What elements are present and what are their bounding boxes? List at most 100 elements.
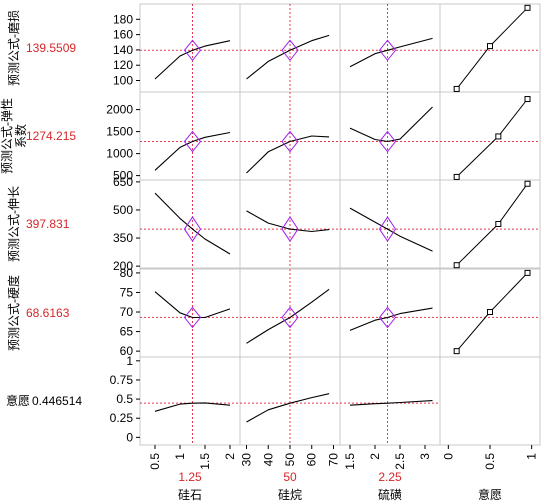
factor-current-value: 2.25 [378,470,402,484]
x-tick-label: 2 [223,453,237,460]
row-current-value: 0.446514 [32,394,82,408]
x-tick-label: 30 [240,453,254,467]
y-tick-label: 70 [120,305,134,319]
y-tick-label: 0.5 [116,392,133,406]
y-tick-label: 2000 [106,103,133,117]
profile-cell [439,179,541,269]
y-tick-label: 500 [113,203,133,217]
row-label: 预测公式-硬度 [6,275,21,351]
y-tick-label: 0.75 [110,373,134,387]
confidence-diamond [183,216,202,242]
x-tick-label: 2.5 [393,453,407,470]
confidence-diamond [281,216,299,242]
row-current-value: 68.6163 [26,306,70,320]
y-tick-label: 0 [126,430,133,444]
x-tick-label: 1 [525,453,539,460]
desirability-handle[interactable] [487,43,493,50]
row-label: 预测公式-弹性 [0,98,14,174]
factor-name: 硅石 [178,488,202,502]
profile-curve [246,210,330,233]
desirability-handle[interactable] [524,269,531,276]
x-tick-label: 2 [368,453,382,460]
profile-curve [246,393,330,423]
profile-curve [349,207,433,252]
x-tick-label: 3 [418,453,432,460]
profile-curve [154,402,231,412]
y-tick-label: 180 [113,12,133,26]
profile-cell [339,268,441,358]
profile-curve [246,135,330,174]
confidence-diamond [183,306,202,329]
y-tick-label: 1500 [106,125,133,139]
profile-cell [439,356,541,446]
x-tick-label: 0.5 [483,453,497,470]
row-label: 意愿 [6,393,30,408]
y-tick-label: 1 [126,354,133,368]
y-tick-label: 1000 [106,147,133,161]
x-tick-label: 40 [261,453,275,467]
profile-cell [139,356,241,446]
y-tick-label: 500 [113,169,133,183]
confidence-diamond [281,306,299,329]
profile-curve [154,40,231,80]
profile-curve [349,307,433,331]
row-current-value: 397.831 [26,217,70,231]
profile-curve [154,192,231,255]
y-tick-label: 75 [120,285,134,299]
row-current-value: 139.5509 [26,41,76,55]
desirability-handle[interactable] [524,4,531,11]
y-tick-label: 60 [120,344,134,358]
desirability-handle[interactable] [495,221,502,227]
confidence-diamond [183,130,202,153]
profile-cell [139,268,241,358]
x-tick-label: 0 [441,453,455,460]
row-label: 系数 [13,124,28,148]
y-tick-label: 65 [120,325,134,339]
confidence-diamond [183,39,202,62]
y-tick-label: 120 [113,58,133,72]
profile-cell [339,3,441,93]
y-tick-label: 0.25 [110,411,134,425]
x-tick-label: 1.5 [343,453,357,470]
confidence-diamond [378,130,397,153]
desirability-handle[interactable] [524,180,531,187]
confidence-diamond [378,216,397,242]
confidence-diamond [281,130,299,153]
desirability-handle[interactable] [453,262,460,269]
y-tick-label: 140 [113,43,133,57]
profile-curve [349,37,433,68]
profile-curve [349,106,433,143]
y-tick-label: 160 [113,28,133,42]
desirability-handle[interactable] [453,85,460,92]
desirability-handle[interactable] [495,133,502,140]
confidence-diamond [378,306,397,329]
profile-cell [439,91,541,181]
desirability-handle[interactable] [453,348,460,355]
profile-curve [246,34,330,80]
y-tick-label: 650 [113,175,133,189]
x-tick-label: 70 [326,453,340,467]
y-tick-label: 100 [113,74,133,88]
x-tick-label: 1 [173,453,187,460]
y-tick-label: 80 [120,266,134,280]
confidence-diamond [378,39,397,62]
desirability-handle[interactable] [524,96,531,103]
desirability-handle[interactable] [487,309,493,316]
profile-curve [349,400,433,406]
confidence-diamond [281,39,299,62]
profile-cell [339,91,441,181]
x-tick-label: 60 [305,453,319,467]
row-label: 预测公式-伸长 [7,186,21,262]
factor-current-value: 50 [283,470,297,484]
factor-name: 硅烷 [278,488,302,502]
factor-current-value: 1.25 [178,470,202,484]
factor-name: 意愿 [478,487,502,502]
row-label: 预测公式-磨损 [7,10,21,86]
x-tick-label: 0.5 [148,453,162,470]
profile-cell [139,91,241,181]
desirability-handle[interactable] [453,173,460,180]
profile-cell [439,268,541,358]
profile-curve [154,291,231,319]
factor-name: 硫磺 [378,487,402,502]
